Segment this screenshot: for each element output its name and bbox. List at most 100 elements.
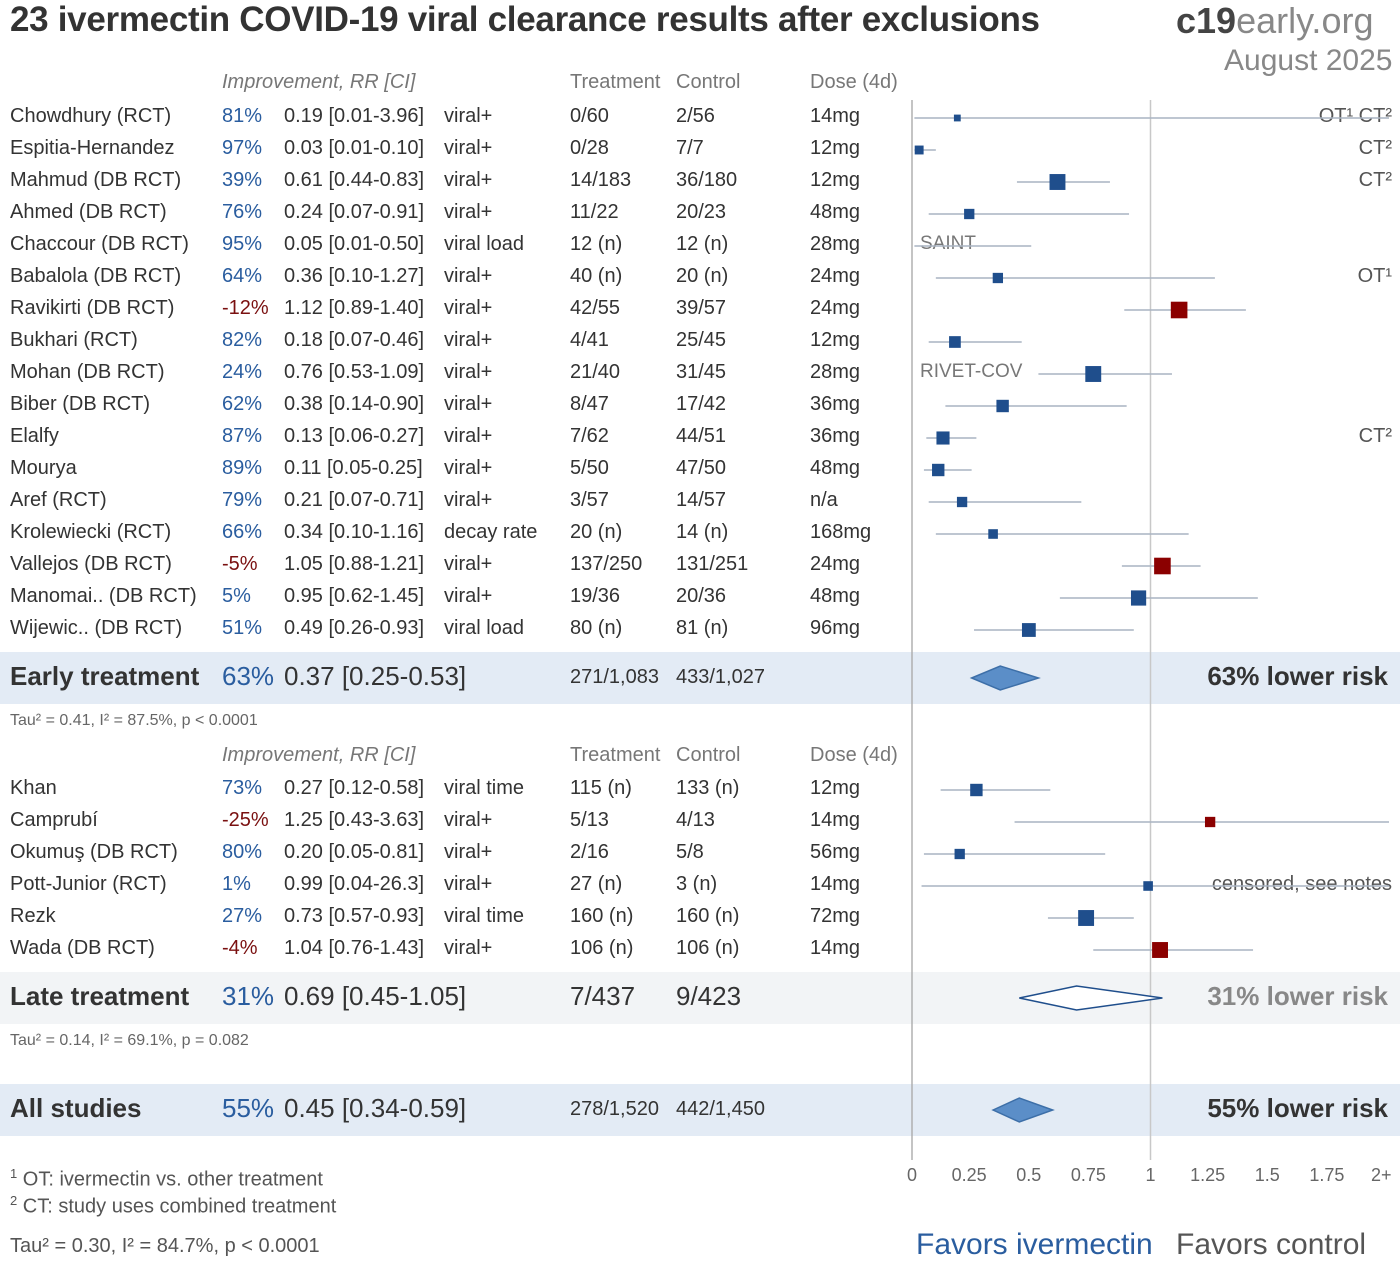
study-control: 20 (n): [676, 265, 729, 287]
summary-rr: 0.45 [0.34-0.59]: [284, 1093, 467, 1123]
study-rr-text: 0.19 [0.01-3.96]: [284, 105, 425, 127]
study-dose: 12mg: [810, 329, 861, 351]
study-treatment: 160 (n): [570, 905, 634, 927]
study-improvement: -5%: [222, 553, 258, 575]
study-name: Okumuş (DB RCT): [10, 841, 178, 863]
study-rr-text: 0.73 [0.57-0.93]: [284, 905, 425, 927]
study-rr-text: 1.12 [0.89-1.40]: [284, 297, 425, 319]
study-acronym: SAINT: [920, 233, 976, 254]
effect-marker: [970, 783, 983, 797]
footnote-2-text: CT: study uses combined treatment: [22, 1195, 337, 1218]
summary-improvement: 55%: [222, 1093, 275, 1123]
study-name: Mohan (DB RCT): [10, 361, 165, 383]
x-tick-label: 1: [1145, 1165, 1156, 1185]
x-tick-label: 1.75: [1309, 1165, 1345, 1185]
study-control: 4/13: [676, 809, 715, 831]
study-name: Espitia-Hernandez: [10, 137, 175, 159]
study-control: 131/251: [676, 553, 749, 575]
header-control-late: Control: [676, 744, 741, 766]
study-improvement: 1%: [222, 873, 251, 895]
effect-marker: [1021, 623, 1036, 637]
effect-marker: [1130, 590, 1147, 606]
study-dose: 36mg: [810, 393, 861, 415]
study-name: Pott-Junior (RCT): [10, 873, 167, 895]
x-tick-label: 0.5: [1016, 1165, 1042, 1185]
study-outcome: viral load: [444, 233, 525, 255]
effect-marker: [1078, 910, 1095, 926]
study-name: Vallejos (DB RCT): [10, 553, 172, 575]
effect-marker: [936, 431, 950, 445]
summary-treatment: 7/437: [570, 981, 636, 1011]
x-tick-label: 2+: [1371, 1165, 1392, 1185]
study-outcome: viral+: [444, 297, 493, 319]
study-dose: 24mg: [810, 265, 861, 287]
study-control: 20/23: [676, 201, 727, 223]
study-rr-text: 0.11 [0.05-0.25]: [284, 457, 423, 479]
summary-improvement: 31%: [222, 981, 275, 1011]
brand-part1: c19: [1176, 0, 1237, 41]
brand-logo[interactable]: c19early.org: [1176, 0, 1373, 42]
study-treatment: 0/60: [570, 105, 609, 127]
study-note: OT¹ CT²: [1318, 105, 1392, 127]
study-note: OT¹: [1357, 265, 1392, 287]
study-outcome: viral+: [444, 489, 493, 511]
study-improvement: 79%: [222, 489, 263, 511]
study-note: CT²: [1358, 137, 1392, 159]
summary-control: 9/423: [676, 981, 742, 1011]
study-rr-text: 0.20 [0.05-0.81]: [284, 841, 425, 863]
study-name: Ahmed (DB RCT): [10, 201, 167, 223]
study-outcome: viral+: [444, 841, 493, 863]
study-outcome: viral+: [444, 361, 493, 383]
study-improvement: 24%: [222, 361, 263, 383]
study-name: Mourya: [10, 457, 77, 479]
footnote-1-text: OT: ivermectin vs. other treatment: [22, 1168, 323, 1191]
effect-marker: [996, 399, 1009, 413]
study-outcome: viral time: [444, 905, 525, 927]
x-tick-label: 1.5: [1254, 1165, 1280, 1185]
summary-name: All studies: [10, 1093, 142, 1123]
all-summary-band: [0, 1084, 1400, 1136]
summary-control: 442/1,450: [676, 1098, 765, 1120]
study-dose: 168mg: [810, 521, 872, 543]
study-control: 160 (n): [676, 905, 740, 927]
study-name: Chaccour (DB RCT): [10, 233, 189, 255]
brand-part2: early.org: [1236, 0, 1374, 41]
study-outcome: viral+: [444, 873, 493, 895]
study-control: 44/51: [676, 425, 727, 447]
study-dose: n/a: [810, 489, 838, 511]
study-dose: 28mg: [810, 361, 861, 383]
study-control: 36/180: [676, 169, 738, 191]
study-treatment: 137/250: [570, 553, 643, 575]
study-improvement: 82%: [222, 329, 263, 351]
study-treatment: 42/55: [570, 297, 621, 319]
study-control: 47/50: [676, 457, 727, 479]
study-control: 5/8: [676, 841, 704, 863]
study-outcome: viral time: [444, 777, 525, 799]
study-dose: 36mg: [810, 425, 861, 447]
study-name: Ravikirti (DB RCT): [10, 297, 175, 319]
study-dose: 28mg: [810, 233, 861, 255]
study-name: Chowdhury (RCT): [10, 105, 172, 127]
study-dose: 14mg: [810, 809, 861, 831]
study-rr-text: 0.49 [0.26-0.93]: [284, 617, 425, 639]
study-improvement: 89%: [222, 457, 263, 479]
effect-marker: [953, 114, 961, 122]
study-name: Bukhari (RCT): [10, 329, 138, 351]
header-dose: Dose (4d): [810, 71, 898, 93]
favors-control-label: Favors control: [1176, 1228, 1367, 1261]
late-heterogeneity: Tau² = 0.14, I² = 69.1%, p = 0.082: [10, 1032, 249, 1049]
header-control: Control: [676, 71, 741, 93]
study-rr-text: 0.13 [0.06-0.27]: [284, 425, 425, 447]
study-improvement: 64%: [222, 265, 263, 287]
study-dose: 48mg: [810, 585, 861, 607]
study-outcome: viral+: [444, 393, 493, 415]
study-acronym: RIVET-COV: [920, 361, 1023, 382]
chart-title: 23 ivermectin COVID-19 viral clearance r…: [10, 0, 1040, 39]
study-dose: 72mg: [810, 905, 861, 927]
summary-treatment: 278/1,520: [570, 1098, 659, 1120]
effect-marker: [956, 496, 968, 508]
study-treatment: 5/13: [570, 809, 609, 831]
study-rr-text: 0.36 [0.10-1.27]: [284, 265, 425, 287]
study-note: CT²: [1358, 425, 1392, 447]
